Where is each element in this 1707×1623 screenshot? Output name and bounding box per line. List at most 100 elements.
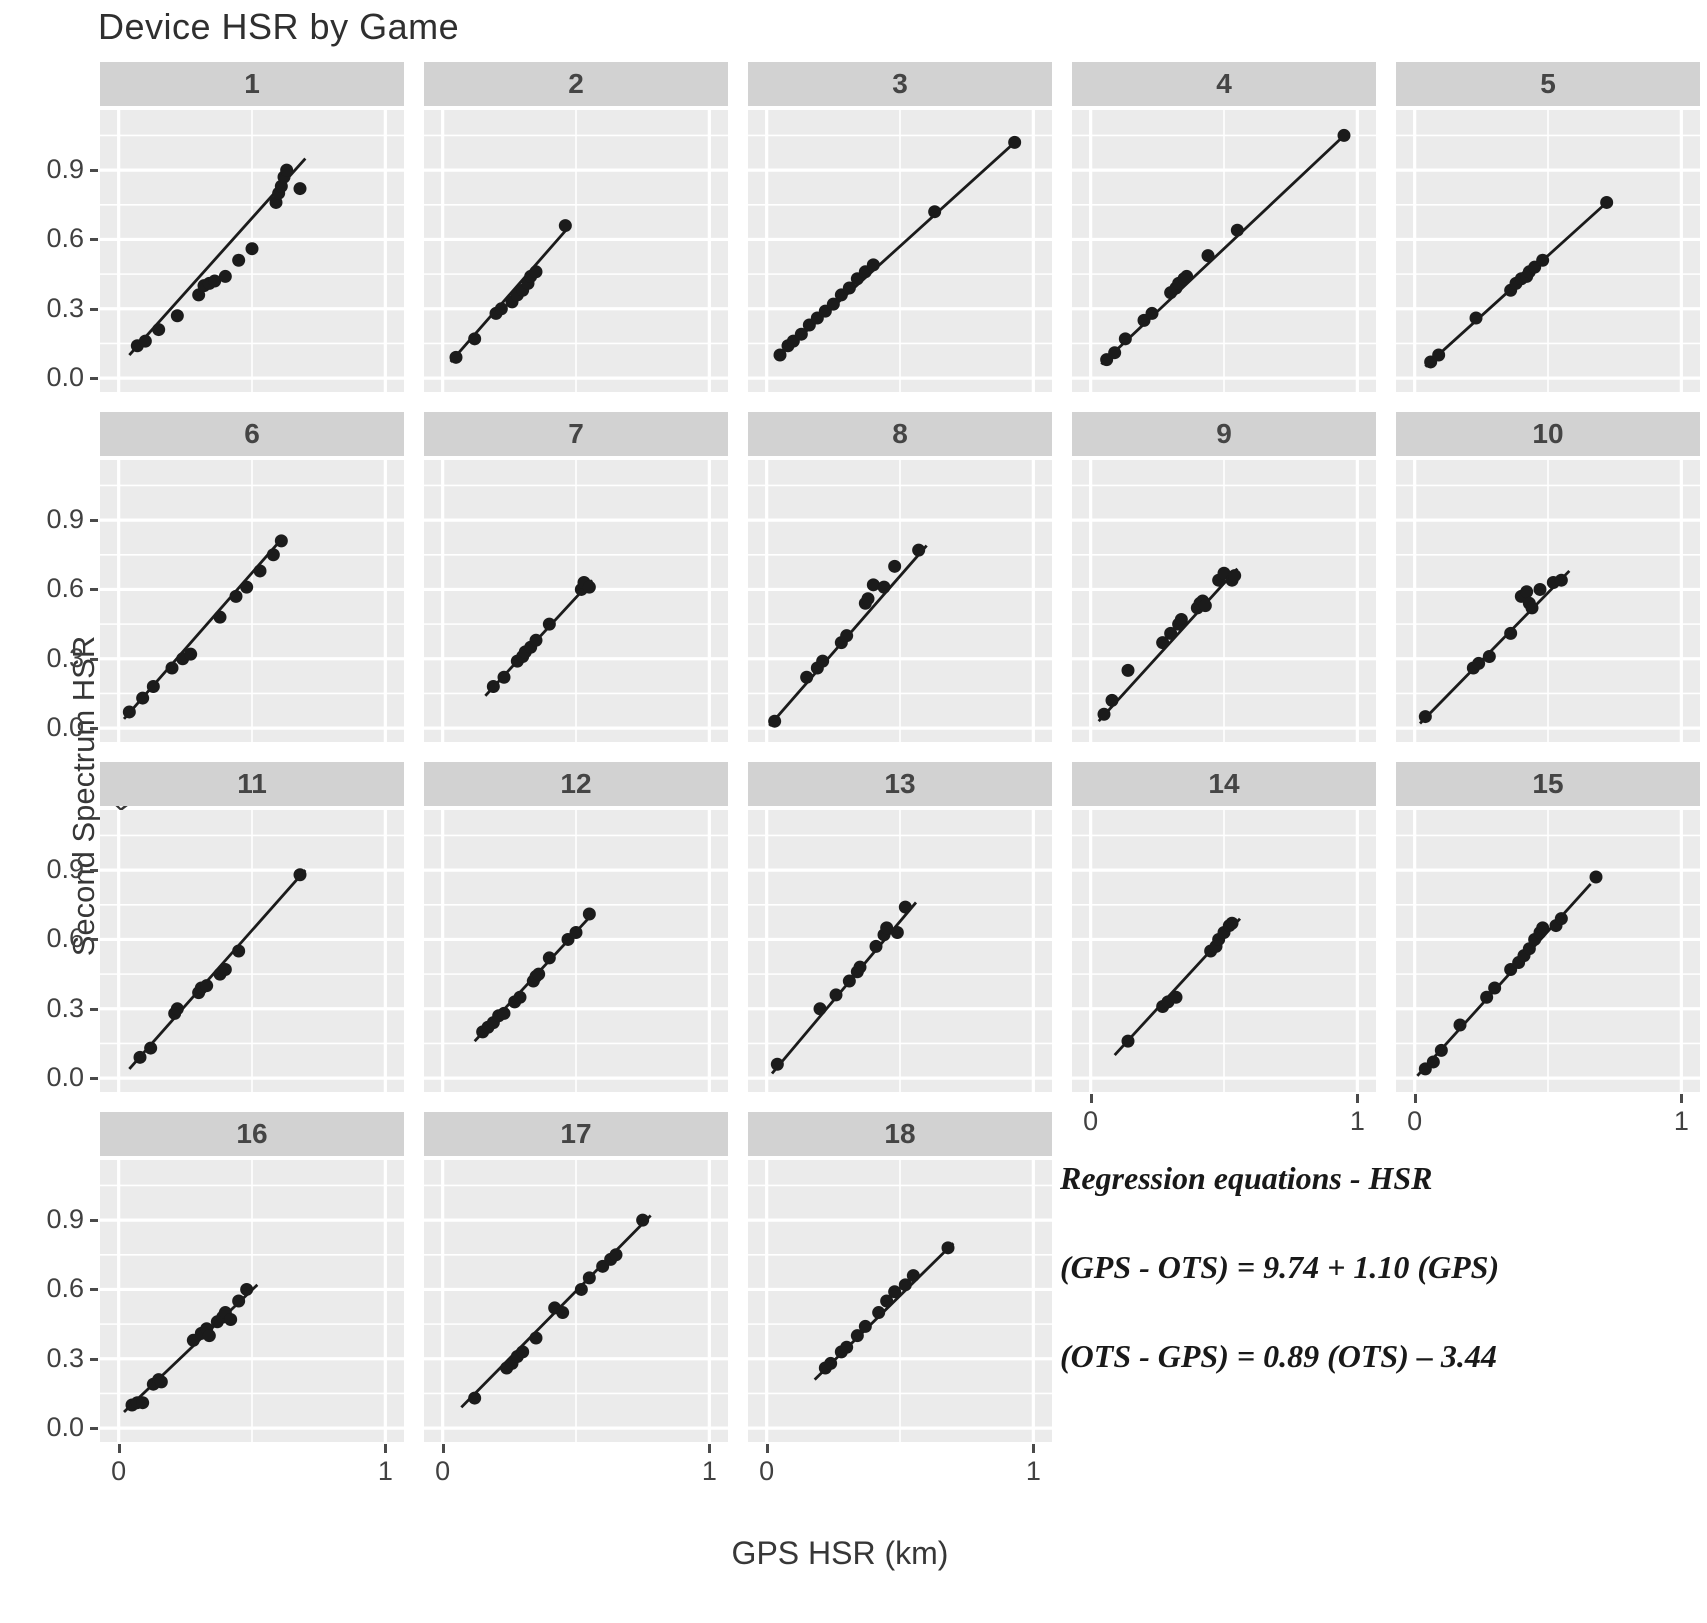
data-point — [850, 1329, 864, 1343]
facet-panel-4: 4 — [1072, 62, 1376, 392]
data-point — [1145, 306, 1159, 320]
data-point — [232, 1294, 246, 1308]
facet-panel-14: 14 — [1072, 762, 1376, 1092]
regression-equation-1: (GPS - OTS) = 9.74 + 1.10 (GPS) — [1060, 1249, 1500, 1285]
facet-panel-17: 17 — [424, 1112, 728, 1442]
data-point — [1469, 311, 1483, 325]
facet-strip-14: 14 — [1072, 762, 1376, 806]
data-point — [1225, 916, 1239, 930]
x-tick-mark — [765, 1444, 769, 1453]
facet-strip-8: 8 — [748, 412, 1052, 456]
data-point — [813, 1002, 827, 1016]
facet-strip-1: 1 — [100, 62, 404, 106]
y-tick-mark — [90, 519, 98, 523]
data-point — [486, 680, 500, 694]
data-point — [941, 1241, 955, 1255]
data-point — [826, 297, 840, 311]
facet-plot-3 — [748, 110, 1052, 392]
y-tick-mark — [90, 169, 98, 173]
data-point — [1201, 249, 1215, 263]
data-point — [293, 182, 307, 196]
data-point — [1554, 912, 1568, 926]
data-point — [829, 988, 843, 1002]
facet-plot-11 — [100, 810, 404, 1092]
data-point — [858, 1319, 872, 1333]
data-point — [1453, 1018, 1467, 1032]
data-point — [1533, 582, 1547, 596]
data-point — [122, 705, 136, 719]
y-tick-label: 0.0 — [46, 1062, 84, 1093]
data-point — [542, 617, 556, 631]
data-point — [542, 951, 556, 965]
y-tick-mark — [90, 1357, 98, 1361]
data-point — [1434, 1043, 1448, 1057]
data-point — [1600, 195, 1614, 209]
data-point — [816, 654, 830, 668]
data-point — [213, 610, 227, 624]
facet-plot-13 — [748, 810, 1052, 1092]
x-tick-mark — [1413, 1094, 1417, 1103]
data-point — [556, 1306, 570, 1320]
data-point — [494, 302, 508, 316]
data-point — [468, 1391, 482, 1405]
data-point — [253, 564, 267, 578]
data-point — [888, 1285, 902, 1299]
y-tick-mark — [90, 1007, 98, 1011]
facet-plot-17 — [424, 1160, 728, 1442]
y-tick-mark — [90, 1077, 98, 1081]
x-tick-label: 0 — [759, 1456, 775, 1486]
y-tick-mark — [90, 1427, 98, 1431]
y-tick-label: 0.6 — [46, 923, 84, 954]
y-tick-label: 0.6 — [46, 223, 84, 254]
y-tick-mark — [90, 727, 98, 731]
facet-plot-5 — [1396, 110, 1700, 392]
data-point — [1121, 663, 1135, 677]
x-tick-label: 1 — [701, 1456, 717, 1486]
regression-equations-note: Regression equations - HSR (GPS - OTS) =… — [1060, 1160, 1660, 1427]
data-point — [853, 960, 867, 974]
regression-note-heading: Regression equations - HSR — [1060, 1160, 1433, 1196]
y-tick-label: 0.9 — [46, 154, 84, 185]
x-tick-mark — [1089, 1094, 1093, 1103]
data-point — [1164, 626, 1178, 640]
data-point — [1488, 981, 1502, 995]
x-tick-label: 0 — [111, 1456, 127, 1486]
data-point — [1108, 346, 1122, 360]
data-point — [898, 1278, 912, 1292]
facet-strip-9: 9 — [1072, 412, 1376, 456]
data-point — [773, 348, 787, 362]
facet-strip-10: 10 — [1396, 412, 1700, 456]
data-point — [1482, 649, 1496, 663]
regression-line — [1418, 569, 1571, 725]
y-tick-label: 0.9 — [46, 504, 84, 535]
data-point — [133, 1050, 147, 1064]
y-tick-mark — [90, 377, 98, 381]
data-point — [840, 629, 854, 643]
data-point — [928, 205, 942, 219]
facet-plot-4 — [1072, 110, 1376, 392]
y-tick-label: 0.3 — [46, 1342, 84, 1373]
data-point — [582, 907, 596, 921]
facet-plot-9 — [1072, 460, 1376, 742]
data-point — [1520, 585, 1534, 599]
data-point — [770, 1057, 784, 1071]
y-tick-mark — [90, 938, 98, 942]
x-tick-label: 1 — [1349, 1106, 1365, 1136]
data-point — [170, 1002, 184, 1016]
data-point — [1337, 128, 1351, 142]
facet-strip-4: 4 — [1072, 62, 1376, 106]
y-tick-label: 0.0 — [46, 1412, 84, 1443]
facet-panel-8: 8 — [748, 412, 1052, 742]
data-point — [842, 281, 856, 295]
y-tick-label: 0.9 — [46, 1204, 84, 1235]
y-tick-label: 0.3 — [46, 992, 84, 1023]
data-point — [1105, 693, 1119, 707]
y-tick-mark — [90, 1288, 98, 1292]
facet-strip-2: 2 — [424, 62, 728, 106]
data-point — [1504, 626, 1518, 640]
data-point — [1180, 269, 1194, 283]
data-point — [200, 979, 214, 993]
facet-strip-12: 12 — [424, 762, 728, 806]
data-point — [842, 974, 856, 988]
data-point — [880, 1294, 894, 1308]
